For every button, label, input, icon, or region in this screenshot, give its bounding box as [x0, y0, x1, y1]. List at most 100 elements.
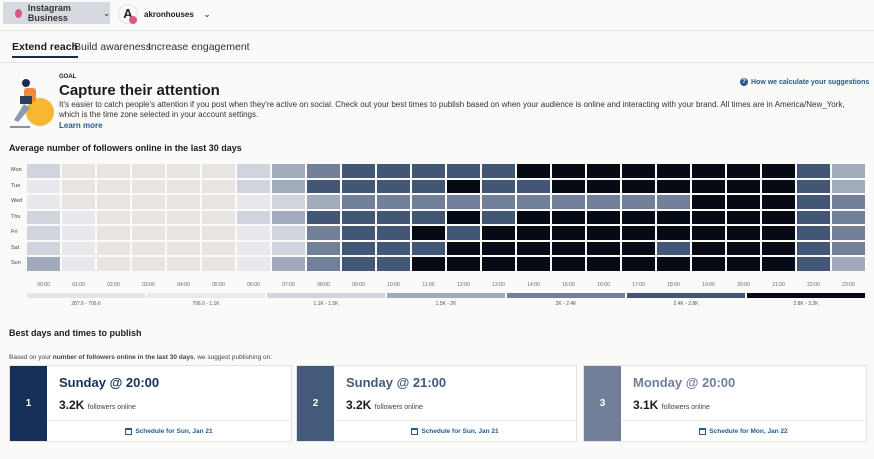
- heatmap-cell[interactable]: [376, 256, 411, 272]
- heatmap-cell[interactable]: [726, 225, 761, 241]
- heatmap-cell[interactable]: [201, 225, 236, 241]
- heatmap-cell[interactable]: [726, 163, 761, 179]
- heatmap-cell[interactable]: [551, 163, 586, 179]
- heatmap-cell[interactable]: [341, 178, 376, 194]
- heatmap-cell[interactable]: [796, 225, 831, 241]
- heatmap-cell[interactable]: [551, 240, 586, 256]
- heatmap-cell[interactable]: [551, 178, 586, 194]
- heatmap-cell[interactable]: [236, 240, 271, 256]
- heatmap-cell[interactable]: [201, 163, 236, 179]
- heatmap-cell[interactable]: [796, 240, 831, 256]
- heatmap-cell[interactable]: [516, 209, 551, 225]
- heatmap-cell[interactable]: [341, 163, 376, 179]
- heatmap-cell[interactable]: [131, 163, 166, 179]
- heatmap-cell[interactable]: [61, 256, 96, 272]
- heatmap-cell[interactable]: [236, 163, 271, 179]
- heatmap-cell[interactable]: [376, 225, 411, 241]
- heatmap-cell[interactable]: [831, 163, 866, 179]
- network-selector[interactable]: Instagram Business ⌄: [3, 2, 110, 24]
- heatmap-cell[interactable]: [166, 163, 201, 179]
- heatmap-cell[interactable]: [586, 194, 621, 210]
- heatmap-cell[interactable]: [61, 163, 96, 179]
- heatmap-cell[interactable]: [236, 256, 271, 272]
- heatmap-cell[interactable]: [621, 178, 656, 194]
- heatmap-cell[interactable]: [411, 194, 446, 210]
- heatmap-cell[interactable]: [516, 178, 551, 194]
- heatmap-cell[interactable]: [446, 178, 481, 194]
- heatmap-cell[interactable]: [411, 163, 446, 179]
- tab-extend-reach[interactable]: Extend reach: [12, 41, 78, 58]
- heatmap-cell[interactable]: [306, 178, 341, 194]
- heatmap-cell[interactable]: [271, 194, 306, 210]
- heatmap-cell[interactable]: [481, 240, 516, 256]
- heatmap-cell[interactable]: [481, 225, 516, 241]
- heatmap-cell[interactable]: [166, 256, 201, 272]
- heatmap-cell[interactable]: [656, 163, 691, 179]
- heatmap-cell[interactable]: [656, 209, 691, 225]
- heatmap-cell[interactable]: [796, 163, 831, 179]
- heatmap-cell[interactable]: [201, 178, 236, 194]
- heatmap-cell[interactable]: [516, 163, 551, 179]
- heatmap-cell[interactable]: [376, 163, 411, 179]
- heatmap-cell[interactable]: [271, 225, 306, 241]
- heatmap-cell[interactable]: [656, 240, 691, 256]
- heatmap-cell[interactable]: [271, 178, 306, 194]
- tab-build-awareness[interactable]: Build awareness: [74, 41, 152, 53]
- heatmap-cell[interactable]: [131, 256, 166, 272]
- heatmap-cell[interactable]: [621, 209, 656, 225]
- heatmap-cell[interactable]: [26, 209, 61, 225]
- heatmap-cell[interactable]: [726, 209, 761, 225]
- heatmap-cell[interactable]: [796, 194, 831, 210]
- heatmap-cell[interactable]: [726, 240, 761, 256]
- heatmap-cell[interactable]: [446, 240, 481, 256]
- heatmap-cell[interactable]: [376, 209, 411, 225]
- heatmap-cell[interactable]: [481, 178, 516, 194]
- heatmap-cell[interactable]: [761, 256, 796, 272]
- heatmap-cell[interactable]: [376, 178, 411, 194]
- heatmap-cell[interactable]: [831, 240, 866, 256]
- heatmap-cell[interactable]: [446, 256, 481, 272]
- heatmap-cell[interactable]: [796, 178, 831, 194]
- heatmap-cell[interactable]: [166, 225, 201, 241]
- heatmap-cell[interactable]: [761, 240, 796, 256]
- heatmap-cell[interactable]: [551, 194, 586, 210]
- heatmap-cell[interactable]: [446, 209, 481, 225]
- heatmap-cell[interactable]: [96, 163, 131, 179]
- heatmap-cell[interactable]: [201, 194, 236, 210]
- heatmap-cell[interactable]: [691, 163, 726, 179]
- heatmap-cell[interactable]: [551, 256, 586, 272]
- heatmap-cell[interactable]: [26, 178, 61, 194]
- heatmap-cell[interactable]: [201, 240, 236, 256]
- heatmap-cell[interactable]: [201, 256, 236, 272]
- heatmap-cell[interactable]: [131, 209, 166, 225]
- heatmap-cell[interactable]: [96, 209, 131, 225]
- heatmap-cell[interactable]: [516, 194, 551, 210]
- heatmap-cell[interactable]: [621, 256, 656, 272]
- heatmap-cell[interactable]: [271, 163, 306, 179]
- tab-increase-engagement[interactable]: Increase engagement: [148, 41, 250, 53]
- heatmap-cell[interactable]: [586, 240, 621, 256]
- heatmap-cell[interactable]: [411, 178, 446, 194]
- heatmap-cell[interactable]: [96, 225, 131, 241]
- heatmap-cell[interactable]: [271, 240, 306, 256]
- heatmap-cell[interactable]: [691, 225, 726, 241]
- schedule-button[interactable]: Schedule for Sun, Jan 21: [334, 420, 576, 441]
- heatmap-cell[interactable]: [236, 209, 271, 225]
- heatmap-cell[interactable]: [411, 256, 446, 272]
- heatmap-cell[interactable]: [411, 209, 446, 225]
- heatmap-cell[interactable]: [796, 209, 831, 225]
- heatmap-cell[interactable]: [166, 209, 201, 225]
- heatmap-cell[interactable]: [621, 194, 656, 210]
- heatmap-cell[interactable]: [516, 256, 551, 272]
- heatmap-cell[interactable]: [481, 163, 516, 179]
- heatmap-cell[interactable]: [691, 209, 726, 225]
- heatmap-cell[interactable]: [481, 256, 516, 272]
- heatmap-cell[interactable]: [691, 194, 726, 210]
- heatmap-cell[interactable]: [621, 163, 656, 179]
- heatmap-cell[interactable]: [271, 256, 306, 272]
- heatmap-cell[interactable]: [376, 240, 411, 256]
- heatmap-cell[interactable]: [306, 240, 341, 256]
- heatmap-cell[interactable]: [166, 178, 201, 194]
- heatmap-cell[interactable]: [831, 178, 866, 194]
